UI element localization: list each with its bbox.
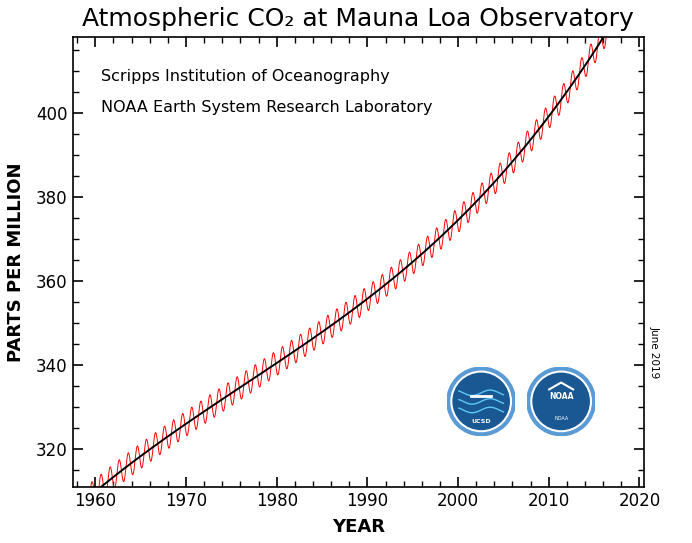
Y-axis label: PARTS PER MILLION: PARTS PER MILLION xyxy=(7,162,25,362)
Text: Scripps Institution of Oceanography: Scripps Institution of Oceanography xyxy=(101,68,390,84)
Text: NOAA Earth System Research Laboratory: NOAA Earth System Research Laboratory xyxy=(101,100,432,115)
Text: June 2019: June 2019 xyxy=(650,326,659,378)
Title: Atmospheric CO₂ at Mauna Loa Observatory: Atmospheric CO₂ at Mauna Loa Observatory xyxy=(82,7,634,31)
X-axis label: YEAR: YEAR xyxy=(332,518,385,536)
